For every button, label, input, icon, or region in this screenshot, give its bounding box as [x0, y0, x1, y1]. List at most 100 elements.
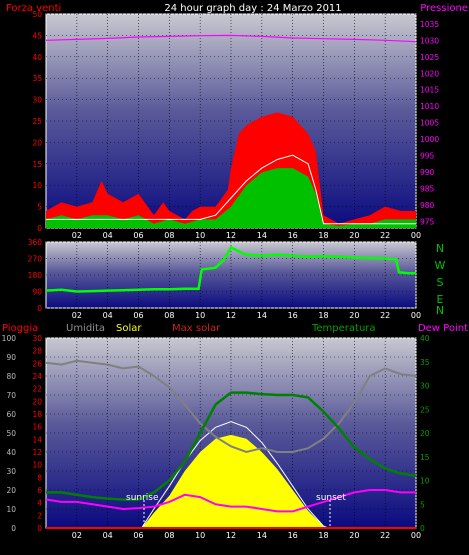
series-umidita — [45, 359, 417, 454]
y-tick-label: 10 — [6, 505, 16, 514]
y-right-tick-label: 5 — [420, 500, 425, 509]
y-tick-label: 0 — [37, 304, 42, 313]
x-tick-label: 10 — [195, 231, 205, 240]
y-tick-label: 50 — [32, 10, 42, 19]
x-tick-label: 00 — [411, 231, 421, 240]
y-inner-tick-label: 22 — [32, 385, 42, 394]
y-right-tick-label: 995 — [420, 152, 435, 161]
y-tick-label: 70 — [6, 391, 16, 400]
x-tick-label: 22 — [380, 531, 390, 540]
x-tick-label: 06 — [133, 231, 143, 240]
x-tick-label: 18 — [318, 311, 328, 320]
y-right-tick-label: 1005 — [420, 119, 439, 128]
y-right-tick-label: 1025 — [420, 53, 439, 62]
series-vento-medio — [46, 168, 416, 228]
y-tick-label: 180 — [28, 271, 43, 280]
sunrise-label: sunrise — [126, 493, 159, 503]
y-inner-tick-label: 0 — [37, 524, 42, 533]
y-right-tick-label: 990 — [420, 168, 435, 177]
y-right-tick-label: 1035 — [420, 20, 439, 29]
y-right-tick-label: 15 — [420, 453, 430, 462]
y-inner-tick-label: 12 — [32, 448, 42, 457]
y-right-tick-label: 1015 — [420, 86, 439, 95]
x-tick-label: 22 — [380, 311, 390, 320]
x-tick-label: 16 — [288, 531, 298, 540]
compass-w: W — [435, 259, 446, 272]
legend-solar: Solar — [116, 323, 142, 334]
y-tick-label: 10 — [32, 181, 42, 190]
x-tick-label: 04 — [103, 231, 113, 240]
wind-series — [45, 34, 417, 228]
x-tick-label: 06 — [133, 311, 143, 320]
y-right-tick-label: 1020 — [420, 69, 439, 78]
y-inner-tick-label: 20 — [32, 397, 42, 406]
x-tick-label: 12 — [226, 531, 236, 540]
y-inner-tick-label: 4 — [37, 499, 42, 508]
sunset-label: sunset — [316, 493, 346, 503]
x-tick-label: 16 — [288, 231, 298, 240]
x-tick-label: 02 — [72, 231, 82, 240]
x-tick-label: 14 — [257, 231, 267, 240]
temp-series — [45, 359, 417, 529]
legend-umidita: Umidita — [66, 323, 105, 334]
x-tick-label: 16 — [288, 311, 298, 320]
y-inner-tick-label: 24 — [32, 372, 42, 381]
y-right-tick-label: 35 — [420, 358, 430, 367]
series-raffica — [46, 112, 416, 228]
x-tick-label: 10 — [195, 311, 205, 320]
compass-s: S — [437, 276, 444, 289]
y-right-tick-label: 30 — [420, 382, 430, 391]
legend-pioggia: Pioggia — [2, 323, 38, 334]
y-tick-label: 30 — [6, 467, 16, 476]
compass-e: E — [437, 293, 444, 306]
x-tick-label: 00 — [411, 311, 421, 320]
y-right-tick-label: 40 — [420, 334, 430, 343]
legend-temperatura: Temperatura — [311, 323, 376, 334]
y-tick-label: 0 — [11, 524, 16, 533]
y-tick-label: 270 — [28, 255, 43, 264]
y-right-tick-label: 980 — [420, 201, 435, 210]
y-right-tick-label: 1000 — [420, 135, 439, 144]
direction-grid — [46, 241, 417, 309]
y-tick-label: 15 — [32, 160, 42, 169]
x-tick-label: 12 — [226, 311, 236, 320]
y-inner-tick-label: 26 — [32, 359, 42, 368]
x-tick-label: 20 — [349, 231, 359, 240]
y-inner-tick-label: 28 — [32, 347, 42, 356]
y-inner-tick-label: 30 — [32, 334, 42, 343]
x-tick-label: 06 — [133, 531, 143, 540]
y-inner-tick-label: 2 — [37, 511, 42, 520]
x-tick-label: 22 — [380, 231, 390, 240]
y-tick-label: 50 — [6, 429, 16, 438]
x-tick-label: 18 — [318, 531, 328, 540]
y-tick-label: 60 — [6, 410, 16, 419]
y-inner-tick-label: 16 — [32, 423, 42, 432]
y-inner-tick-label: 18 — [32, 410, 42, 419]
y-tick-label: 35 — [32, 74, 42, 83]
series-solar — [141, 434, 329, 528]
y-right-tick-label: 975 — [420, 217, 435, 226]
y-right-tick-label: 20 — [420, 429, 430, 438]
y-tick-label: 80 — [6, 372, 16, 381]
direction-series — [45, 245, 416, 293]
y-right-tick-label: 0 — [420, 524, 425, 533]
series-dew-point — [45, 489, 416, 513]
x-tick-label: 00 — [411, 531, 421, 540]
x-tick-label: 02 — [72, 531, 82, 540]
y-right-tick-label: 10 — [420, 477, 430, 486]
x-tick-label: 08 — [164, 311, 174, 320]
y-tick-label: 25 — [32, 117, 42, 126]
y-inner-tick-label: 6 — [37, 486, 42, 495]
series-max-solar — [141, 421, 329, 529]
y-tick-label: 0 — [37, 224, 42, 233]
x-tick-label: 08 — [164, 531, 174, 540]
pressure-axis-label: Pressione — [420, 3, 468, 14]
legend-dew-point: Dew Point — [418, 323, 468, 334]
y-tick-label: 20 — [6, 486, 16, 495]
y-right-tick-label: 1030 — [420, 36, 439, 45]
y-tick-label: 40 — [32, 53, 42, 62]
series-media — [46, 154, 416, 225]
